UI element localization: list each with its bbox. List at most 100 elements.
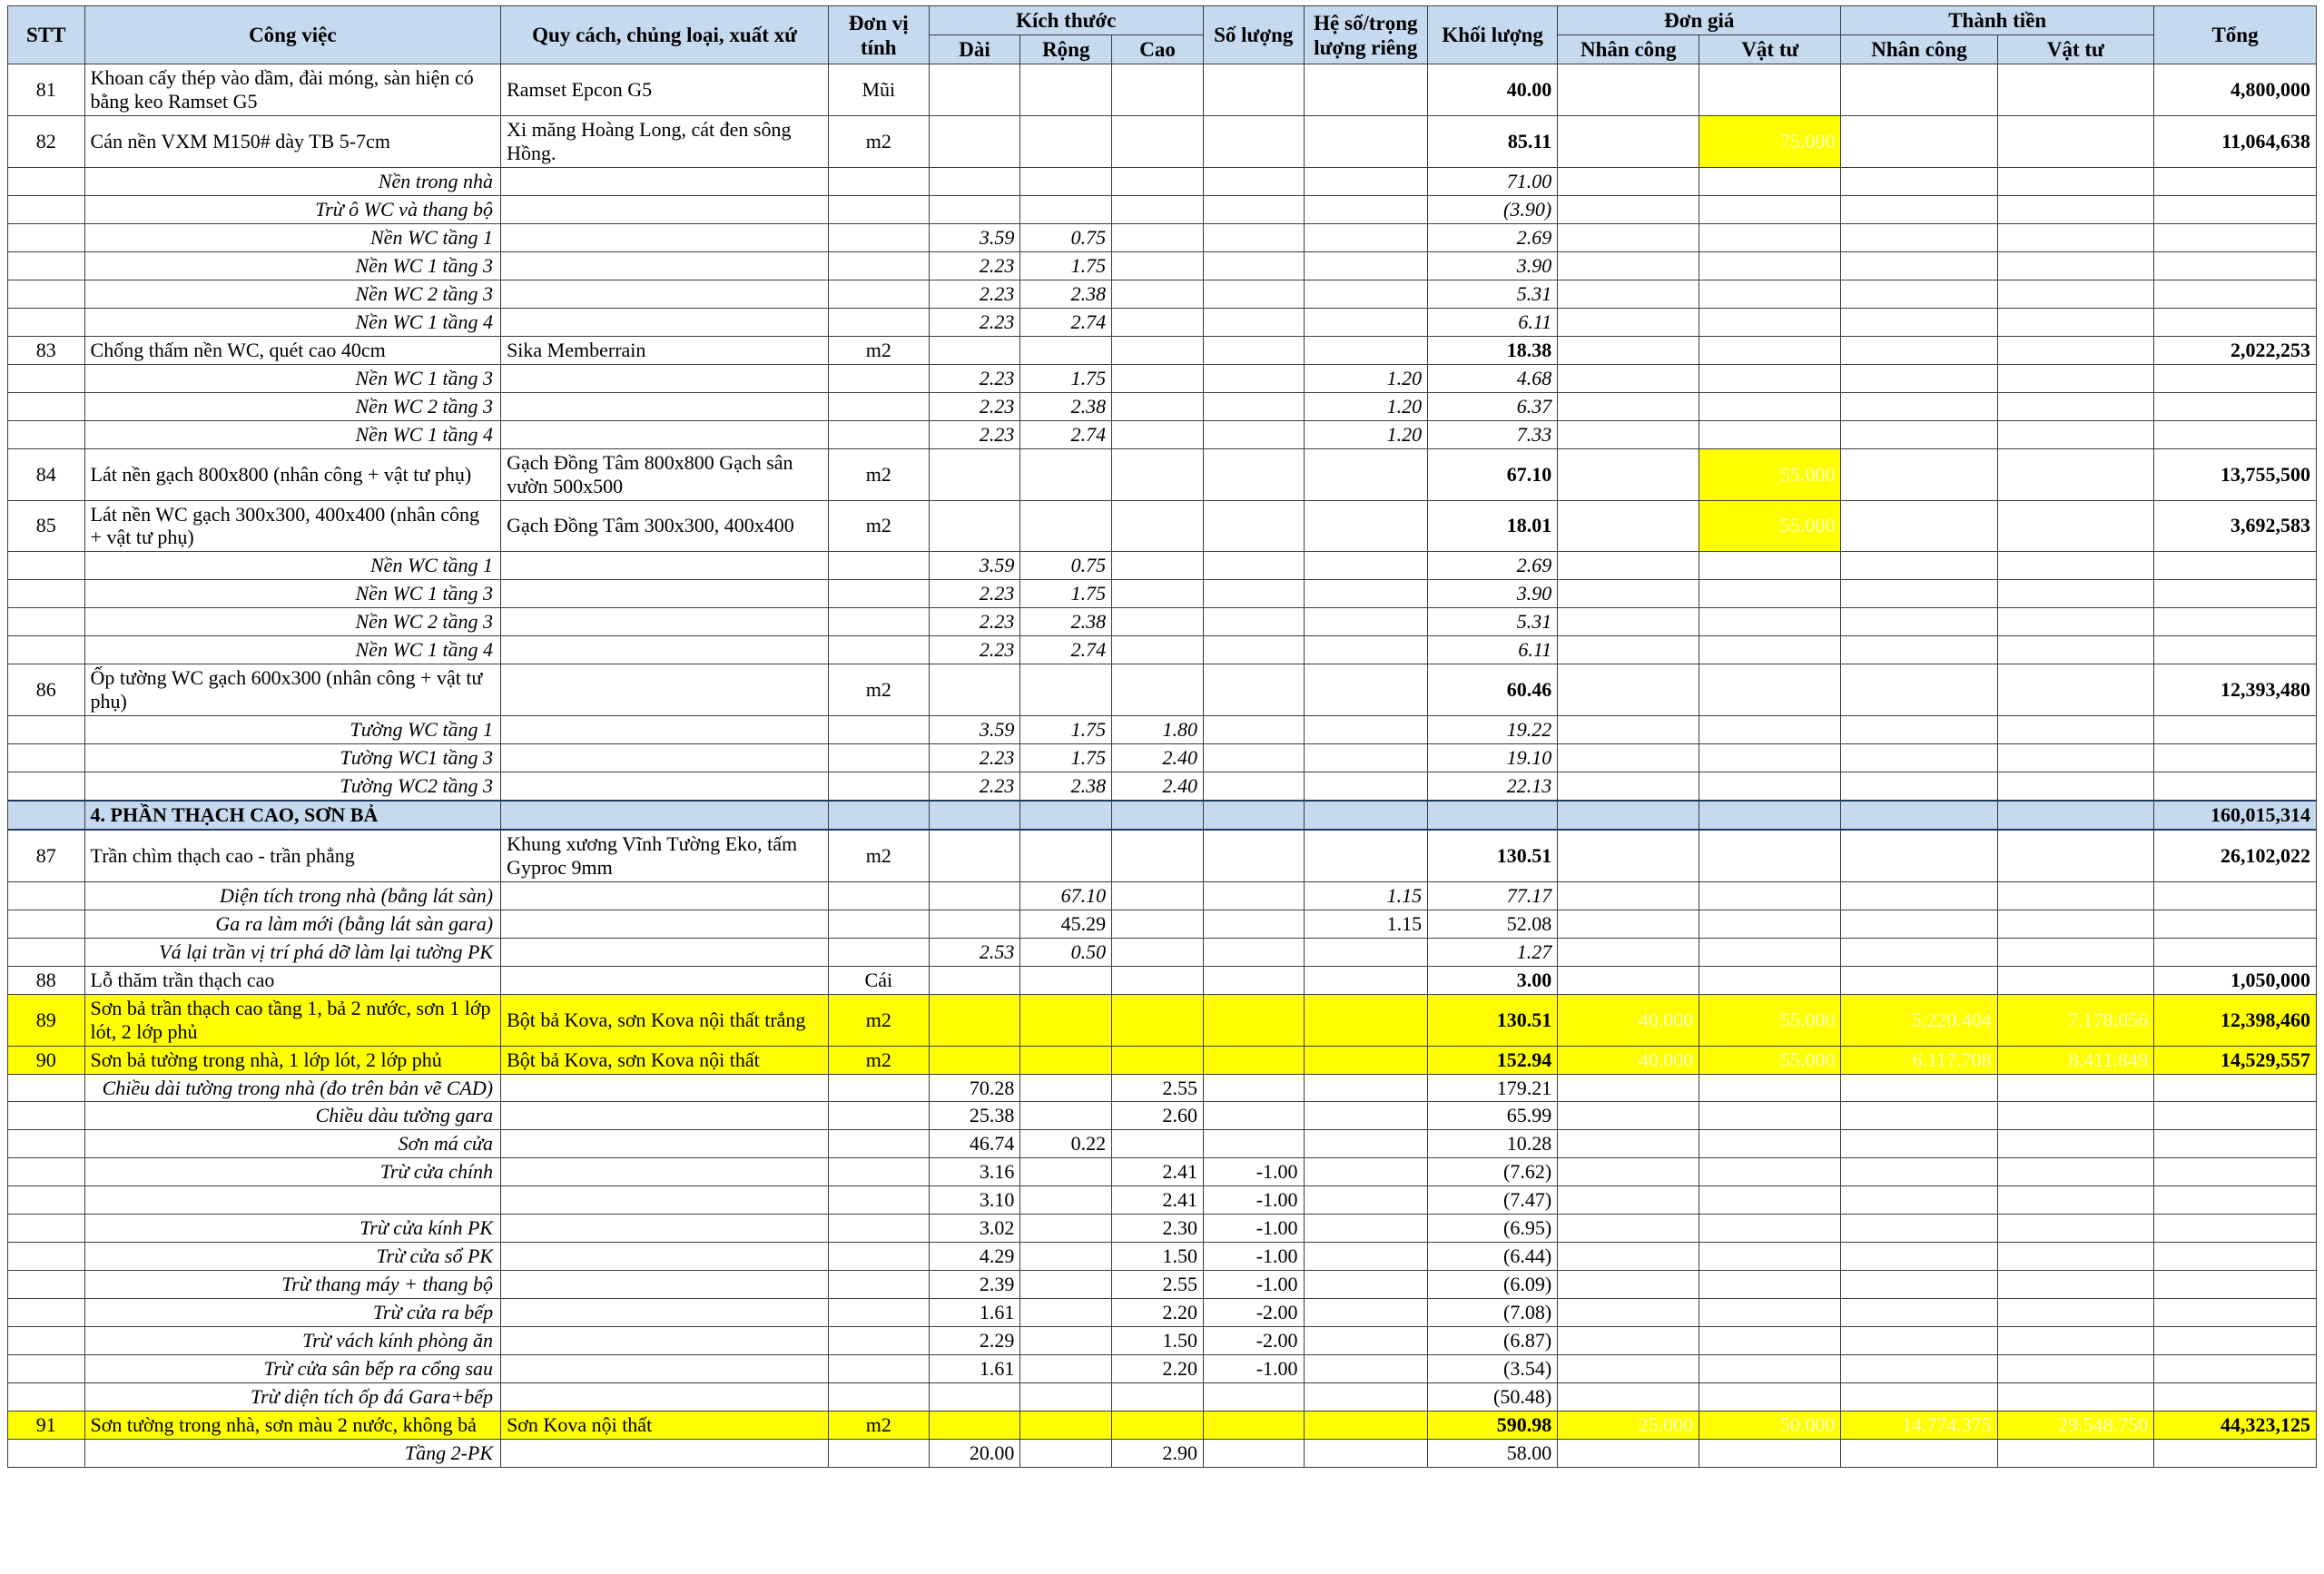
- cell-tong[interactable]: 26,102,022: [2153, 829, 2317, 882]
- cell-so-luong[interactable]: -2.00: [1202, 1326, 1305, 1356]
- cell-stt[interactable]: [7, 880, 85, 910]
- cell-so-luong[interactable]: [1202, 1438, 1305, 1468]
- cell-cong-viec[interactable]: Vá lại trần vị trí phá dỡ làm lại tường …: [84, 937, 502, 967]
- cell-rong[interactable]: [1019, 1354, 1113, 1383]
- cell-he-so[interactable]: [1303, 937, 1429, 967]
- cell-khoi-luong[interactable]: 5.31: [1427, 607, 1559, 637]
- cell-rong[interactable]: 2.74: [1019, 635, 1113, 665]
- cell-cong-viec[interactable]: Nền WC 2 tầng 3: [84, 279, 502, 309]
- cell-he-so[interactable]: [1303, 115, 1429, 169]
- cell-dai[interactable]: 2.53: [928, 937, 1021, 967]
- cell-stt[interactable]: 91: [7, 1410, 85, 1440]
- cell-don-vi-tinh[interactable]: [828, 251, 930, 280]
- cell-thanh-tien-nhan-cong[interactable]: [1840, 965, 1998, 995]
- cell-he-so[interactable]: [1303, 279, 1429, 309]
- cell-tong[interactable]: [2153, 1354, 2317, 1383]
- cell-empty[interactable]: [1699, 799, 1842, 831]
- cell-so-luong[interactable]: [1202, 115, 1305, 169]
- cell-thanh-tien-vat-tu[interactable]: [1996, 1354, 2155, 1383]
- cell-thanh-tien-vat-tu[interactable]: [1996, 1438, 2155, 1468]
- cell-don-vi-tinh[interactable]: [828, 1382, 930, 1412]
- cell-he-so[interactable]: [1303, 607, 1429, 637]
- cell-so-luong[interactable]: [1202, 1045, 1305, 1075]
- cell-don-vi-tinh[interactable]: m2: [828, 993, 930, 1047]
- cell-rong[interactable]: [1019, 1214, 1113, 1244]
- cell-so-luong[interactable]: [1202, 772, 1305, 802]
- cell-so-luong[interactable]: [1202, 551, 1305, 581]
- cell-stt[interactable]: [7, 579, 85, 609]
- cell-he-so[interactable]: [1303, 1157, 1429, 1187]
- cell-he-so[interactable]: [1303, 1438, 1429, 1468]
- cell-don-gia-vat-tu[interactable]: [1699, 1354, 1842, 1383]
- cell-cong-viec[interactable]: Nền WC 1 tầng 4: [84, 419, 502, 449]
- cell-cao[interactable]: 2.20: [1111, 1298, 1204, 1328]
- cell-don-gia-vat-tu[interactable]: [1699, 664, 1842, 717]
- cell-don-gia-vat-tu[interactable]: [1699, 1185, 1842, 1215]
- cell-khoi-luong[interactable]: 3.00: [1427, 965, 1559, 995]
- cell-don-vi-tinh[interactable]: [828, 1185, 930, 1215]
- cell-khoi-luong[interactable]: (6.95): [1427, 1214, 1559, 1244]
- cell-cong-viec[interactable]: Nền WC 1 tầng 4: [84, 307, 502, 337]
- cell-stt[interactable]: [7, 1382, 85, 1412]
- cell-thanh-tien-nhan-cong[interactable]: [1840, 1354, 1998, 1383]
- cell-he-so[interactable]: [1303, 335, 1429, 365]
- detail-row[interactable]: Tường WC1 tầng 3 2.23 1.75 2.40 19.10: [7, 743, 2317, 773]
- cell-don-gia-nhan-cong[interactable]: [1557, 829, 1700, 882]
- cell-cao[interactable]: [1111, 499, 1204, 553]
- cell-khoi-luong[interactable]: (3.54): [1427, 1354, 1559, 1383]
- cell-he-so[interactable]: [1303, 64, 1429, 117]
- cell-don-gia-vat-tu[interactable]: [1699, 965, 1842, 995]
- cell-don-vi-tinh[interactable]: [828, 1157, 930, 1187]
- cell-don-vi-tinh[interactable]: m2: [828, 829, 930, 882]
- cell-he-so[interactable]: [1303, 772, 1429, 802]
- cell-khoi-luong[interactable]: 130.51: [1427, 993, 1559, 1047]
- cell-stt[interactable]: 83: [7, 335, 85, 365]
- cell-rong[interactable]: [1019, 195, 1113, 224]
- cell-cong-viec[interactable]: Trừ cửa sổ PK: [84, 1242, 502, 1272]
- table-row[interactable]: 89 Sơn bả trần thạch cao tầng 1, bả 2 nướ…: [7, 993, 2317, 1047]
- cell-dai[interactable]: 1.61: [928, 1298, 1021, 1328]
- cell-stt[interactable]: 90: [7, 1045, 85, 1075]
- cell-don-gia-vat-tu[interactable]: [1699, 1298, 1842, 1328]
- cell-he-so[interactable]: [1303, 743, 1429, 773]
- cell-dai[interactable]: 2.39: [928, 1270, 1021, 1300]
- cell-dai[interactable]: 2.23: [928, 419, 1021, 449]
- cell-rong[interactable]: [1019, 1438, 1113, 1468]
- cell-don-vi-tinh[interactable]: [828, 1073, 930, 1103]
- cell-rong[interactable]: [1019, 1298, 1113, 1328]
- cell-quy-cach[interactable]: [500, 880, 830, 910]
- cell-cong-viec[interactable]: Tường WC1 tầng 3: [84, 743, 502, 773]
- cell-thanh-tien-vat-tu[interactable]: [1996, 1101, 2155, 1131]
- cell-don-vi-tinh[interactable]: [828, 743, 930, 773]
- cell-rong[interactable]: [1019, 664, 1113, 717]
- cell-cong-viec[interactable]: Sơn má cửa: [84, 1129, 502, 1159]
- cell-thanh-tien-vat-tu[interactable]: [1996, 195, 2155, 224]
- cell-don-gia-vat-tu[interactable]: 75.000: [1699, 115, 1842, 169]
- cell-cao[interactable]: [1111, 222, 1204, 252]
- cell-khoi-luong[interactable]: 77.17: [1427, 880, 1559, 910]
- cell-thanh-tien-nhan-cong[interactable]: [1840, 1382, 1998, 1412]
- cell-don-gia-nhan-cong[interactable]: [1557, 1101, 1700, 1131]
- cell-so-luong[interactable]: [1202, 1073, 1305, 1103]
- cell-tong[interactable]: [2153, 635, 2317, 665]
- cell-cao[interactable]: [1111, 607, 1204, 637]
- cell-tong[interactable]: 13,755,500: [2153, 448, 2317, 501]
- cell-rong[interactable]: [1019, 965, 1113, 995]
- cell-don-gia-vat-tu[interactable]: [1699, 607, 1842, 637]
- cell-rong[interactable]: [1019, 1185, 1113, 1215]
- cell-khoi-luong[interactable]: (6.87): [1427, 1326, 1559, 1356]
- cell-thanh-tien-vat-tu[interactable]: [1996, 335, 2155, 365]
- table-row[interactable]: 81 Khoan cấy thép vào dầm, đài móng, sàn …: [7, 64, 2317, 117]
- cell-quy-cach[interactable]: [500, 363, 830, 393]
- cell-quy-cach[interactable]: Ramset Epcon G5: [500, 64, 830, 117]
- cell-dai[interactable]: 20.00: [928, 1438, 1021, 1468]
- cell-cao[interactable]: [1111, 419, 1204, 449]
- cell-cao[interactable]: 2.55: [1111, 1073, 1204, 1103]
- cell-rong[interactable]: 1.75: [1019, 579, 1113, 609]
- cell-don-vi-tinh[interactable]: m2: [828, 499, 930, 553]
- cell-he-so[interactable]: [1303, 1129, 1429, 1159]
- cell-don-vi-tinh[interactable]: [828, 195, 930, 224]
- table-row[interactable]: 87 Trần chìm thạch cao - trần phẳng Khung …: [7, 829, 2317, 882]
- cell-thanh-tien-nhan-cong[interactable]: [1840, 115, 1998, 169]
- cell-dai[interactable]: [928, 167, 1021, 197]
